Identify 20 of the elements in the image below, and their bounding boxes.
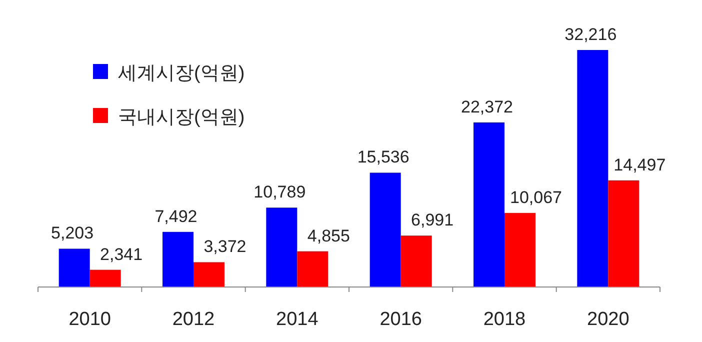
data-label: 5,203 [51, 224, 94, 243]
data-label: 10,789 [254, 182, 306, 202]
x-tick-label: 2014 [276, 309, 319, 330]
x-tick-label: 2018 [483, 309, 526, 330]
data-label: 14,497 [614, 155, 666, 174]
x-tick-label: 2016 [380, 309, 422, 330]
data-label: 22,372 [461, 97, 513, 116]
data-label: 15,536 [357, 148, 410, 167]
data-label: 3,372 [204, 237, 246, 256]
data-label: 32,216 [564, 25, 617, 44]
x-tick-label: 2020 [587, 309, 630, 330]
legend-label: 국내시장(억원) [118, 107, 245, 128]
legend-label: 세계시장(억원) [118, 63, 245, 84]
x-tick-label: 2012 [172, 309, 215, 330]
data-label: 6,991 [411, 210, 454, 230]
data-label: 2,341 [100, 244, 143, 264]
data-label: 4,855 [307, 226, 350, 246]
x-tick-label: 2010 [68, 309, 111, 330]
data-label: 10,067 [510, 188, 562, 207]
data-label: 7,492 [154, 206, 198, 226]
